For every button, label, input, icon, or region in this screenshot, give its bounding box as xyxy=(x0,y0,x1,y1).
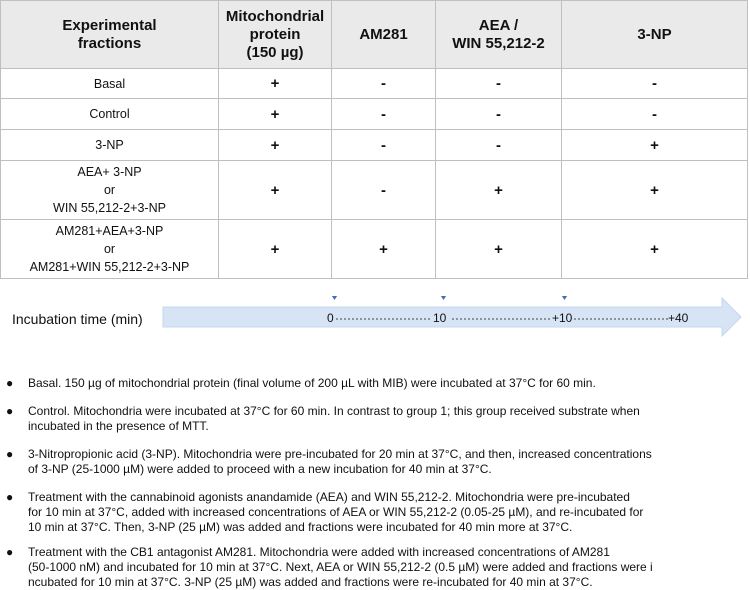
table-cell: + xyxy=(561,129,748,161)
timeline-marker-plus10 xyxy=(561,296,568,300)
timeline-marker-0 xyxy=(331,296,338,300)
header-experimental-fractions: Experimental fractions xyxy=(0,0,219,69)
bullet-icon: ● xyxy=(6,376,14,390)
table-row: Basal + - - - xyxy=(0,68,748,99)
header-aea-win: AEA / WIN 55,212-2 xyxy=(435,0,562,69)
incubation-time-label: Incubation time (min) xyxy=(12,311,143,327)
table-cell: - xyxy=(435,98,562,130)
timeline-arrow-bar xyxy=(162,296,742,338)
table-row: AM281+AEA+3-NP or AM281+WIN 55,212-2+3-NP … xyxy=(0,219,748,279)
row-label: AEA+ 3-NP or WIN 55,212-2+3-NP xyxy=(0,160,219,220)
header-3np: 3-NP xyxy=(561,0,748,69)
table-cell: + xyxy=(561,160,748,220)
list-item: ● Treatment with the cannabinoid agonist… xyxy=(6,490,644,534)
row-label: Basal xyxy=(0,68,219,99)
table-cell: - xyxy=(331,160,436,220)
tick-label-0: 0 xyxy=(327,311,334,325)
table-row: Control + - - - xyxy=(0,98,748,130)
table-cell: - xyxy=(331,98,436,130)
table-header-row: Experimental fractions Mitochondrial prote… xyxy=(0,0,748,69)
timeline-dashes xyxy=(336,318,668,320)
bullet-icon: ● xyxy=(6,545,14,559)
tick-label-plus40: +40 xyxy=(668,311,689,325)
table-cell: - xyxy=(331,129,436,161)
timeline-marker-10 xyxy=(440,296,447,300)
list-item: ● 3-Nitropropionic acid (3-NP). Mitochon… xyxy=(6,447,652,476)
row-label: 3-NP xyxy=(0,129,219,161)
table-row: AEA+ 3-NP or WIN 55,212-2+3-NP + - + + xyxy=(0,160,748,220)
table-cell: + xyxy=(218,98,332,130)
table-cell: - xyxy=(561,98,748,130)
table-cell: + xyxy=(218,160,332,220)
table-cell: + xyxy=(561,219,748,279)
table-cell: - xyxy=(435,68,562,99)
table-cell: + xyxy=(218,219,332,279)
header-am281: AM281 xyxy=(331,0,436,69)
fractions-table: Experimental fractions Mitochondrial prote… xyxy=(0,0,748,279)
table-cell: + xyxy=(331,219,436,279)
incubation-timeline xyxy=(162,296,742,338)
list-item: ● Basal. 150 µg of mitochondrial protein… xyxy=(6,376,596,390)
tick-label-10: 10 xyxy=(433,311,447,325)
list-item: ● Treatment with the CB1 antagonist AM28… xyxy=(6,545,653,589)
table-cell: - xyxy=(561,68,748,99)
bullet-icon: ● xyxy=(6,404,14,418)
bullet-icon: ● xyxy=(6,447,14,461)
row-label: Control xyxy=(0,98,219,130)
table-cell: + xyxy=(435,160,562,220)
row-label: AM281+AEA+3-NP or AM281+WIN 55,212-2+3-NP xyxy=(0,219,219,279)
table-cell: - xyxy=(435,129,562,161)
list-item: ● Control. Mitochondria were incubated a… xyxy=(6,404,640,433)
table-cell: + xyxy=(218,68,332,99)
bullet-icon: ● xyxy=(6,490,14,504)
table-cell: + xyxy=(218,129,332,161)
tick-label-plus10: +10 xyxy=(552,311,573,325)
header-mitochondrial-protein: Mitochondrial protein (150 µg) xyxy=(218,0,332,69)
table-cell: - xyxy=(331,68,436,99)
table-cell: + xyxy=(435,219,562,279)
table-row: 3-NP + - - + xyxy=(0,129,748,161)
